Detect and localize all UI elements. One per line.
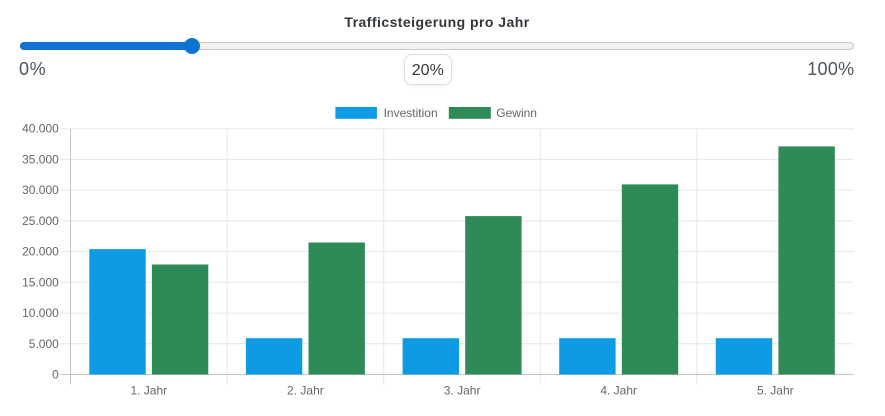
svg-text:4. Jahr: 4. Jahr (600, 384, 637, 398)
svg-text:30.000: 30.000 (22, 183, 59, 197)
svg-text:20.000: 20.000 (22, 245, 59, 259)
svg-text:15.000: 15.000 (22, 275, 59, 289)
svg-text:10.000: 10.000 (22, 306, 59, 320)
svg-text:25.000: 25.000 (22, 214, 59, 228)
svg-text:Investition: Investition (384, 106, 438, 120)
svg-text:3. Jahr: 3. Jahr (444, 384, 481, 398)
svg-text:Gewinn: Gewinn (496, 106, 537, 120)
svg-text:2. Jahr: 2. Jahr (287, 384, 324, 398)
svg-text:5.000: 5.000 (29, 337, 59, 351)
svg-text:0: 0 (52, 368, 59, 382)
svg-text:40.000: 40.000 (22, 122, 59, 136)
svg-text:35.000: 35.000 (22, 152, 59, 166)
svg-text:1. Jahr: 1. Jahr (130, 384, 167, 398)
svg-text:5. Jahr: 5. Jahr (757, 384, 794, 398)
